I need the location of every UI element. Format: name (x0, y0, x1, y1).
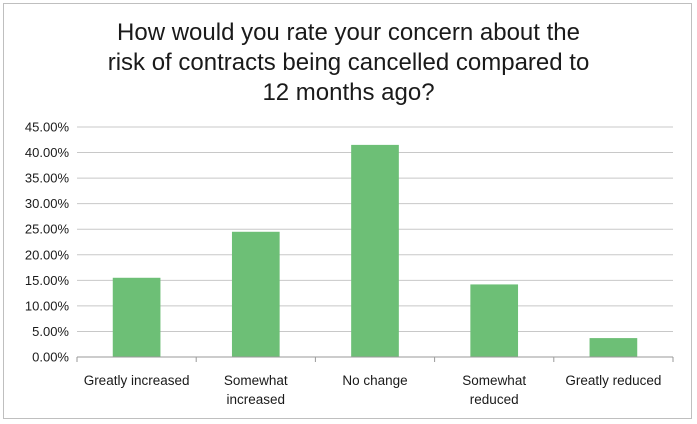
x-category-label: Greatly reduced (565, 373, 661, 388)
y-tick-labels: 0.00% 5.00% 10.00% 15.00% 20.00% 25.00% 30.00%… (25, 120, 70, 365)
x-category-labels: Greatly increased Somewhat increased No cha… (84, 373, 662, 407)
y-tick-label: 20.00% (25, 247, 70, 262)
bar (351, 144, 399, 357)
x-category-label: reduced (470, 392, 519, 407)
x-category-label: No change (342, 373, 407, 388)
bar (231, 231, 280, 357)
y-tick-label: 30.00% (25, 196, 70, 211)
chart-title-line-2: risk of contracts being cancelled compar… (107, 49, 590, 76)
x-category-label: Greatly increased (84, 373, 190, 388)
bars (112, 144, 638, 357)
x-category-label: increased (227, 392, 286, 407)
y-tick-label: 45.00% (25, 120, 70, 135)
bar (112, 277, 161, 357)
x-category-label: Somewhat (224, 373, 288, 388)
y-tick-label: 5.00% (32, 324, 69, 339)
x-category-label: Somewhat (462, 373, 526, 388)
y-tick-label: 10.00% (25, 298, 70, 313)
bar (470, 284, 519, 357)
bar (589, 338, 638, 357)
y-tick-label: 40.00% (25, 145, 70, 160)
chart-title-line-3: 12 months ago? (262, 79, 435, 106)
y-tick-label: 0.00% (32, 350, 69, 365)
y-tick-label: 15.00% (25, 273, 70, 288)
y-tick-label: 35.00% (25, 171, 70, 186)
y-tick-label: 25.00% (25, 222, 70, 237)
axes (76, 356, 674, 362)
chart-title: How would you rate your concern about th… (0, 18, 697, 108)
chart-title-line-1: How would you rate your concern about th… (117, 19, 580, 46)
